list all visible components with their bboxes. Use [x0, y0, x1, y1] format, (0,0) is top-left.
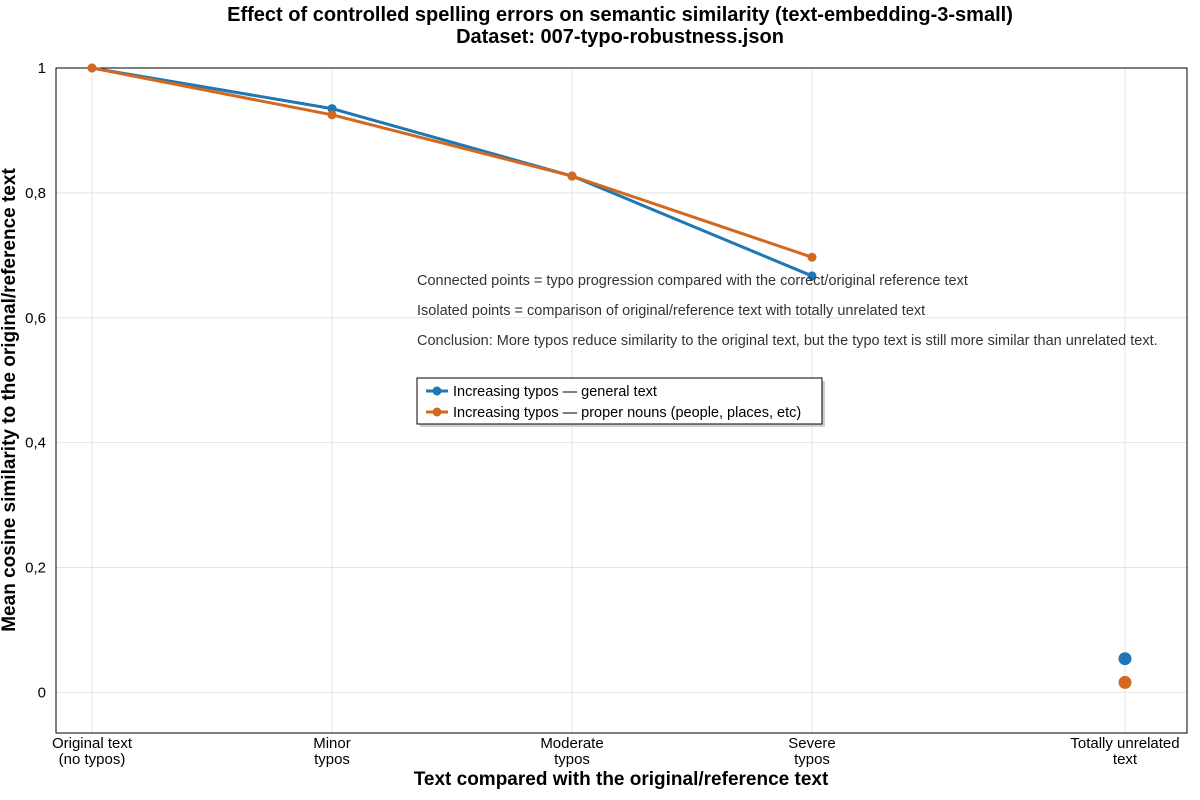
chart-subtitle: Dataset: 007-typo-robustness.json	[456, 26, 784, 48]
series-line	[91, 66, 813, 278]
series-layer	[87, 63, 1132, 689]
data-point	[327, 104, 337, 114]
x-tick-labels: Original text(no typos)MinortyposModerat…	[52, 735, 1180, 768]
isolated-point	[1118, 652, 1132, 666]
x-tick-label: Totally unrelated	[1070, 735, 1179, 752]
legend: Increasing typos — general text Increasin…	[416, 377, 825, 427]
legend-label: Increasing typos — general text	[453, 384, 657, 400]
annotation-connected: Connected points = typo progression comp…	[417, 273, 968, 289]
x-tick-label: (no typos)	[59, 751, 126, 768]
x-tick-label: Original text	[52, 735, 133, 752]
y-axis-title: Mean cosine similarity to the original/r…	[0, 168, 20, 632]
y-tick-labels: 0 0,2 0,4 0,6 0,8 1	[25, 60, 46, 701]
y-tick-label: 0,2	[25, 560, 46, 577]
y-tick-label: 0,8	[25, 185, 46, 202]
y-tick-label: 1	[38, 60, 46, 77]
data-point	[567, 171, 577, 181]
annotation-layer: Connected points = typo progression comp…	[417, 273, 1158, 349]
data-point	[807, 271, 817, 281]
x-tick-label: Severe	[788, 735, 836, 752]
x-tick-label: text	[1113, 751, 1138, 768]
series-line	[91, 66, 813, 259]
x-tick-label: Minor	[313, 735, 351, 752]
legend-label: Increasing typos — proper nouns (people,…	[453, 405, 801, 421]
isolated-point	[1118, 675, 1132, 689]
y-tick-label: 0,6	[25, 310, 46, 327]
x-axis-title: Text compared with the original/referenc…	[414, 769, 829, 790]
y-tick-label: 0	[38, 684, 46, 701]
annotation-conclusion: Conclusion: More typos reduce similarity…	[417, 333, 1158, 349]
x-tick-label: Moderate	[540, 735, 603, 752]
annotation-isolated: Isolated points = comparison of original…	[417, 303, 925, 319]
x-tick-label: typos	[554, 751, 590, 768]
legend-box	[416, 377, 823, 425]
legend-marker	[432, 386, 442, 396]
data-point	[807, 252, 817, 262]
data-point	[87, 63, 97, 73]
x-tick-label: typos	[314, 751, 350, 768]
legend-marker	[432, 407, 442, 417]
x-tick-label: typos	[794, 751, 830, 768]
data-point	[327, 110, 337, 120]
chart-title: Effect of controlled spelling errors on …	[227, 4, 1013, 26]
y-tick-label: 0,4	[25, 435, 46, 452]
plot-frame	[55, 67, 1188, 734]
